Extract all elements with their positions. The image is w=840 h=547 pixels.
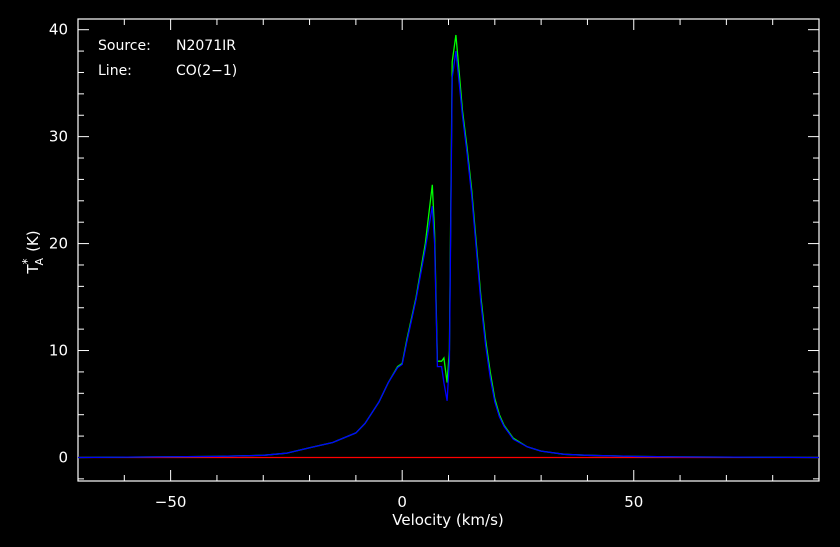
svg-text:T*A(K): T*A (K) xyxy=(20,230,46,274)
x-axis-label: Velocity (km/s) xyxy=(392,511,503,529)
y-axis-label-main: T xyxy=(24,264,42,275)
y-tick-label: 30 xyxy=(49,128,68,146)
y-axis-label-sub: A xyxy=(33,257,46,265)
series-green-line xyxy=(77,34,820,459)
line-key: Line: xyxy=(98,63,132,79)
y-axis-label-unit: (K) xyxy=(24,230,42,252)
x-tick-label: 50 xyxy=(624,493,643,511)
y-tick-label: 40 xyxy=(49,21,68,39)
y-tick-label: 20 xyxy=(49,235,68,253)
y-tick-label: 0 xyxy=(58,448,68,466)
axis-ticks xyxy=(77,19,820,481)
plot-frame xyxy=(77,18,820,482)
series-blue-line xyxy=(77,51,820,459)
x-tick-label: 0 xyxy=(397,493,407,511)
source-value: N2071IR xyxy=(176,38,236,54)
x-tick-label: −50 xyxy=(155,493,187,511)
y-axis-label: T*A (K) xyxy=(20,230,46,274)
source-key: Source: xyxy=(98,38,151,54)
axis-tick-labels: −50 0 50 0 10 20 30 40 xyxy=(49,21,643,511)
line-value: CO(2−1) xyxy=(176,63,237,79)
y-axis-label-sup: * xyxy=(20,258,34,264)
y-tick-label: 10 xyxy=(49,342,68,360)
